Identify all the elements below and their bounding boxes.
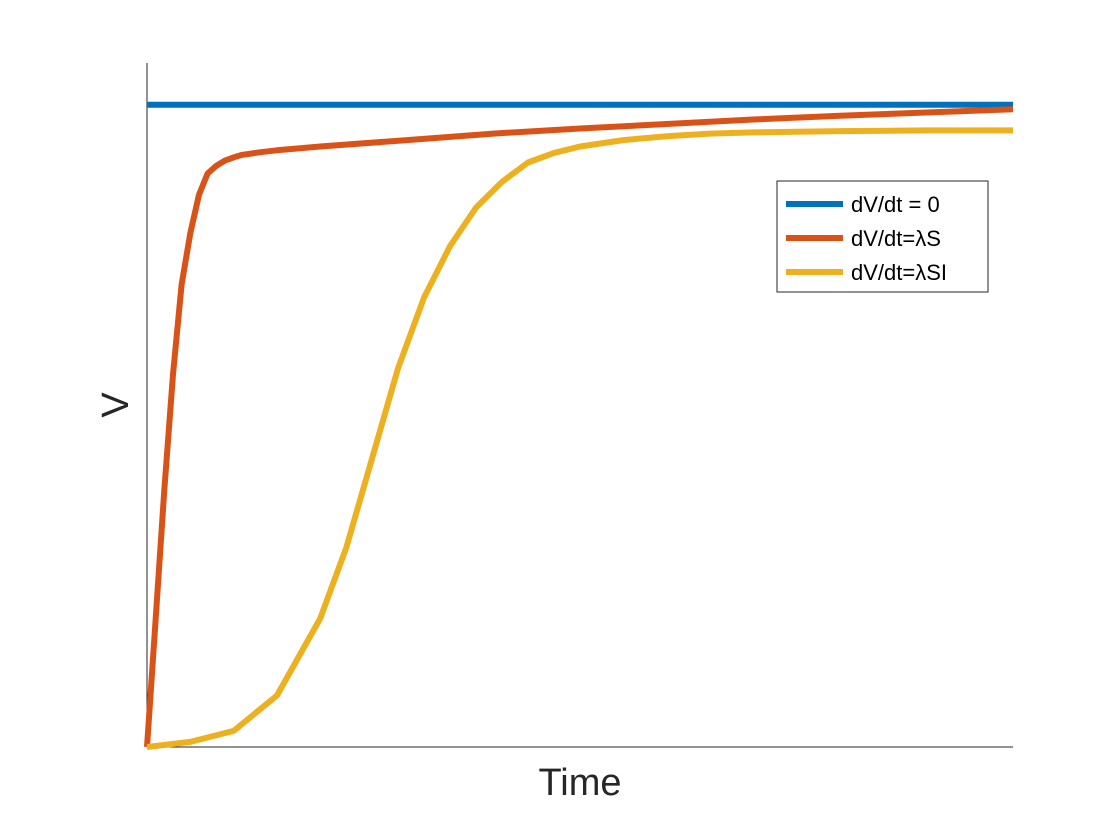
series-layer <box>144 101 1014 750</box>
legend: dV/dt = 0 dV/dt=λS dV/dt=λSI <box>776 180 989 293</box>
series-line-2 <box>144 106 1014 748</box>
y-axis-label: V <box>95 392 137 418</box>
axes <box>146 63 1013 748</box>
series-line-3 <box>146 127 1013 750</box>
x-axis-label: Time <box>538 762 621 804</box>
legend-label-2: dV/dt=λS <box>851 226 941 251</box>
legend-label-1: dV/dt = 0 <box>851 192 940 217</box>
legend-label-3: dV/dt=λSI <box>851 260 947 285</box>
